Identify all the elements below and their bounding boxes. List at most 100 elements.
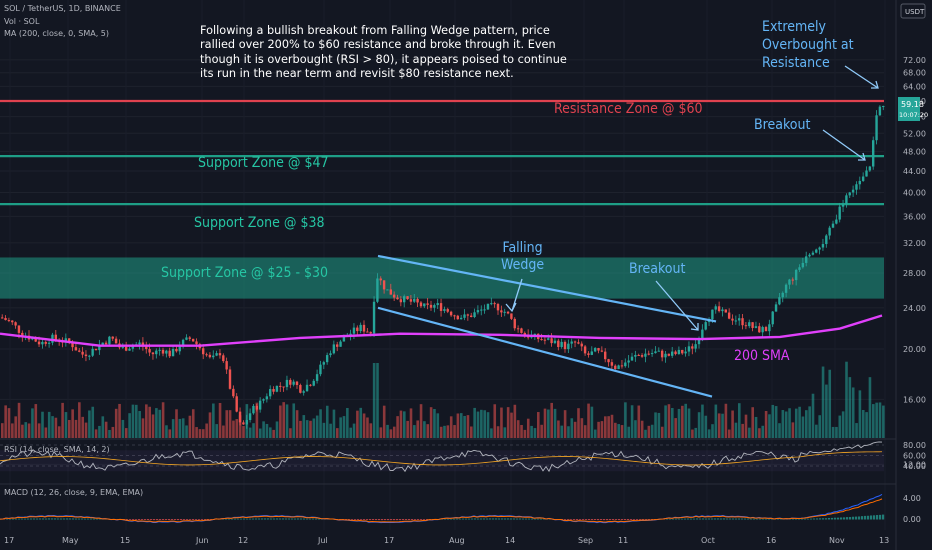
candle-body [691, 346, 694, 349]
candle-body [664, 353, 667, 358]
candle-body [577, 342, 580, 344]
volume-bar [138, 411, 141, 438]
volume-bar [754, 416, 758, 438]
macd-histogram-bar [549, 518, 552, 520]
candle-body [657, 350, 660, 352]
volume-bar [553, 408, 557, 438]
macd-signal-line [0, 498, 883, 523]
volume-bar [748, 427, 751, 438]
macd-histogram-bar [189, 519, 192, 520]
price-tick: 40.00 [903, 189, 926, 198]
macd-histogram-bar [402, 519, 405, 521]
macd-histogram-bar [273, 518, 276, 520]
candle-body [436, 303, 439, 306]
time-tick: 15 [120, 536, 130, 545]
macd-histogram-bar [477, 518, 480, 520]
candle-body [470, 315, 473, 318]
volume-bar [697, 412, 701, 438]
macd-histogram-bar [381, 519, 384, 521]
macd-histogram-bar [816, 518, 819, 520]
candle-body [168, 350, 171, 357]
volume-bar [868, 377, 872, 438]
time-tick: Nov [829, 536, 845, 545]
candle-body [731, 318, 734, 321]
candle-body [590, 351, 593, 355]
symbol-title[interactable]: SOL / TetherUS, 1D, BINANCE [4, 4, 121, 13]
currency-button[interactable]: USDT [900, 3, 926, 19]
macd-histogram-bar [174, 519, 177, 520]
ma-legend[interactable]: MA (200, close, 0, SMA, 5) [4, 29, 110, 38]
candle-body [356, 327, 359, 332]
macd-histogram-bar [153, 519, 156, 521]
candle-body [302, 391, 305, 393]
rsi-legend[interactable]: RSI (14, close, SMA, 14, 2) [4, 445, 110, 454]
macd-histogram-bar [609, 519, 612, 521]
volume-bar [590, 406, 594, 438]
macd-histogram-bar [411, 519, 414, 521]
macd-histogram-bar [300, 518, 303, 520]
macd-histogram-bar [318, 518, 321, 520]
volume-bar [436, 413, 440, 438]
volume-bar [145, 404, 148, 438]
macd-histogram-bar [639, 519, 642, 520]
candle-body [178, 346, 181, 352]
candle-body [855, 184, 858, 190]
macd-histogram-bar [747, 518, 750, 520]
candle-body [617, 365, 620, 369]
macd-histogram-bar [33, 518, 36, 520]
macd-histogram-bar [873, 515, 876, 520]
volume-bar [309, 420, 312, 438]
macd-histogram-bar [801, 518, 804, 520]
macd-histogram-bar [825, 518, 828, 520]
breakout-label-1: Breakout [629, 261, 686, 277]
volume-bar [660, 426, 664, 438]
candle-body [71, 342, 74, 348]
volume-bar [392, 426, 396, 438]
candle-body [459, 317, 463, 320]
macd-histogram-bar [462, 518, 465, 520]
volume-bar [717, 413, 721, 438]
macd-histogram-bar [471, 518, 474, 520]
candle-body [235, 396, 238, 412]
volume-bar [520, 424, 523, 438]
candle-body [496, 304, 500, 311]
macd-legend[interactable]: MACD (12, 26, close, 9, EMA, EMA) [4, 488, 144, 497]
macd-histogram-bar [405, 519, 408, 520]
time-axis: 17 May 15 Jun 12 Jul 17 Aug 14 Sep 11 Oct 16 Nov 13 [4, 536, 889, 545]
macd-histogram-bar [771, 518, 774, 520]
macd-histogram-bar [474, 518, 477, 520]
volume-bar [875, 402, 878, 438]
volume-bar [64, 412, 68, 438]
volume-bar [617, 424, 620, 438]
candle-body [583, 346, 587, 354]
volume-bar [389, 429, 393, 438]
volume-bar [148, 406, 151, 438]
volume-bar [61, 402, 64, 438]
candle-body [774, 304, 778, 312]
volume-bar [41, 411, 44, 438]
volume-bar [707, 429, 711, 438]
macd-histogram-bar [441, 518, 444, 520]
macd-histogram-bar [150, 519, 153, 520]
candle-body [446, 309, 449, 312]
volume-bar [526, 418, 530, 438]
volume-bar [396, 416, 399, 438]
macd-histogram-bar [399, 519, 402, 521]
candle-body [215, 353, 218, 356]
macd-histogram-bar [597, 519, 600, 521]
volume-bar [34, 404, 38, 438]
candle-body [275, 385, 279, 392]
candle-body [828, 227, 831, 236]
macd-histogram-bar [408, 519, 411, 520]
macd-histogram-bar [702, 518, 705, 520]
candle-body [339, 341, 342, 347]
volume-legend[interactable]: Vol · SOL [4, 17, 40, 26]
volume-bar [215, 424, 218, 438]
macd-histogram-bar [378, 519, 381, 521]
volume-bar [423, 421, 426, 438]
macd-histogram-bar [24, 518, 27, 520]
support-25-30-label: Support Zone @ $25 - $30 [161, 265, 329, 281]
candle-body [409, 299, 413, 302]
